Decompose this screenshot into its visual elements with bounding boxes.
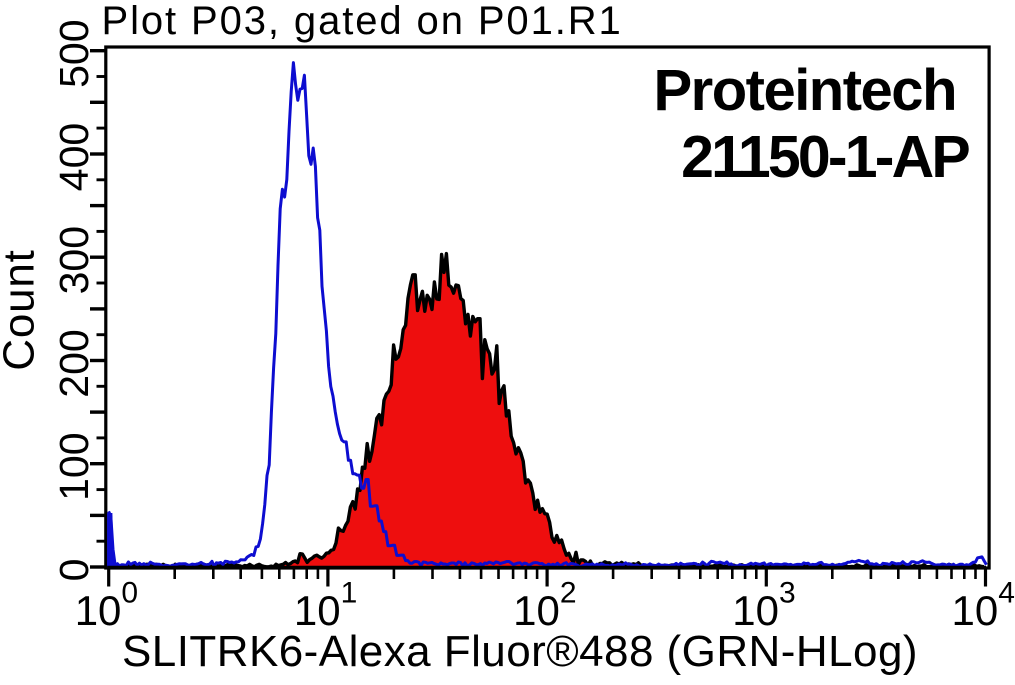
svg-text:300: 300 <box>51 226 97 294</box>
svg-text:0: 0 <box>51 559 97 582</box>
svg-text:500: 500 <box>51 19 97 87</box>
svg-text:101: 101 <box>294 577 357 635</box>
svg-text:400: 400 <box>51 123 97 191</box>
svg-text:SLITRK6-Alexa Fluor®488 (GRN-H: SLITRK6-Alexa Fluor®488 (GRN-HLog) <box>122 627 918 676</box>
svg-text:Plot P03, gated on P01.R1: Plot P03, gated on P01.R1 <box>102 0 623 43</box>
svg-text:100: 100 <box>51 432 97 500</box>
svg-text:21150-1-AP: 21150-1-AP <box>681 124 969 190</box>
svg-text:200: 200 <box>51 329 97 397</box>
svg-text:Proteintech: Proteintech <box>653 58 956 123</box>
svg-text:Count: Count <box>0 249 44 370</box>
